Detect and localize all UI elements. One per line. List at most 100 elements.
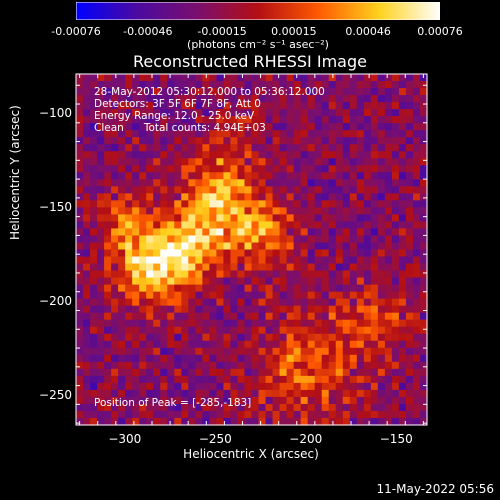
- heatmap-cell: [104, 270, 112, 279]
- heatmap-cell: [132, 123, 140, 131]
- heatmap-cell: [300, 102, 309, 110]
- heatmap-cell: [412, 298, 421, 307]
- heatmap-cell: [90, 214, 98, 223]
- heatmap-cell: [111, 165, 119, 173]
- heatmap-cell: [370, 165, 379, 173]
- heatmap-cell: [195, 186, 203, 194]
- heatmap-cell: [181, 361, 189, 370]
- heatmap-cell: [146, 172, 154, 180]
- heatmap-cell: [90, 284, 98, 293]
- heatmap-cell: [167, 347, 175, 356]
- heatmap-cell: [146, 144, 154, 152]
- heatmap-cell: [419, 403, 428, 412]
- heatmap-cell: [174, 249, 182, 258]
- heatmap-cell: [342, 305, 351, 314]
- heatmap-cell: [258, 109, 267, 117]
- heatmap-cell: [167, 193, 175, 201]
- heatmap-cell: [167, 389, 175, 398]
- heatmap-cell: [230, 144, 239, 152]
- heatmap-cell: [125, 74, 133, 82]
- heatmap-cell: [272, 151, 281, 159]
- heatmap-cell: [286, 403, 295, 412]
- heatmap-cell: [272, 200, 281, 208]
- heatmap-cell: [132, 326, 140, 335]
- heatmap-cell: [97, 375, 105, 384]
- heatmap-cell: [146, 186, 154, 194]
- peak-position-label: Position of Peak = [-285,-183]: [94, 397, 252, 409]
- heatmap-cell: [104, 263, 112, 272]
- heatmap-cell: [363, 165, 372, 173]
- heatmap-cell: [342, 221, 351, 230]
- heatmap-cell: [328, 263, 337, 272]
- heatmap-cell: [342, 214, 351, 223]
- heatmap-cell: [251, 116, 260, 124]
- heatmap-cell: [377, 298, 386, 307]
- heatmap-cell: [279, 144, 288, 152]
- heatmap-cell: [188, 228, 196, 237]
- heatmap-cell: [90, 256, 98, 265]
- heatmap-cell: [118, 326, 126, 335]
- heatmap-cell: [328, 123, 337, 131]
- heatmap-cell: [83, 298, 91, 307]
- heatmap-cell: [188, 263, 196, 272]
- heatmap-cell: [223, 256, 232, 265]
- heatmap-cell: [272, 165, 281, 173]
- heatmap-cell: [363, 270, 372, 279]
- heatmap-cell: [97, 144, 105, 152]
- heatmap-cell: [97, 263, 105, 272]
- heatmap-cell: [356, 81, 365, 89]
- heatmap-cell: [307, 109, 316, 117]
- heatmap-cell: [139, 312, 147, 321]
- heatmap-cell: [307, 81, 316, 89]
- heatmap-cell: [398, 375, 407, 384]
- heatmap-cell: [314, 375, 323, 384]
- heatmap-cell: [111, 221, 119, 230]
- heatmap-cell: [160, 137, 168, 145]
- heatmap-cell: [146, 333, 154, 342]
- heatmap-cell: [223, 417, 232, 426]
- heatmap-cell: [377, 193, 386, 201]
- heatmap-cell: [405, 123, 414, 131]
- heatmap-cell: [405, 354, 414, 363]
- heatmap-cell: [209, 326, 217, 335]
- heatmap-cell: [377, 417, 386, 426]
- heatmap-cell: [356, 396, 365, 405]
- heatmap-cell: [384, 214, 393, 223]
- heatmap-cell: [125, 137, 133, 145]
- heatmap-cell: [307, 165, 316, 173]
- heatmap-cell: [160, 375, 168, 384]
- heatmap-cell: [118, 88, 126, 96]
- heatmap-cell: [342, 347, 351, 356]
- heatmap-cell: [174, 382, 182, 391]
- heatmap-cell: [335, 333, 344, 342]
- heatmap-cell: [314, 249, 323, 258]
- heatmap-cell: [90, 235, 98, 244]
- heatmap-cell: [104, 228, 112, 237]
- heatmap-cell: [265, 375, 274, 384]
- heatmap-cell: [188, 319, 196, 328]
- heatmap-cell: [237, 207, 246, 215]
- heatmap-cell: [293, 305, 302, 314]
- heatmap-cell: [398, 74, 407, 82]
- heatmap-cell: [209, 403, 217, 412]
- heatmap-cell: [76, 235, 84, 244]
- heatmap-cell: [321, 277, 330, 286]
- heatmap-cell: [377, 200, 386, 208]
- heatmap-cell: [300, 347, 309, 356]
- heatmap-cell: [272, 249, 281, 258]
- heatmap-cell: [419, 242, 428, 251]
- heatmap-cell: [272, 256, 281, 265]
- heatmap-cell: [272, 291, 281, 300]
- heatmap-cell: [118, 340, 126, 349]
- heatmap-cell: [76, 193, 84, 201]
- heatmap-cell: [237, 382, 246, 391]
- heatmap-cell: [391, 347, 400, 356]
- heatmap-cell: [230, 417, 239, 426]
- heatmap-cell: [342, 165, 351, 173]
- heatmap-cell: [342, 123, 351, 131]
- heatmap-cell: [279, 263, 288, 272]
- heatmap-cell: [83, 361, 91, 370]
- heatmap-cell: [118, 368, 126, 377]
- heatmap-cell: [314, 109, 323, 117]
- heatmap-cell: [188, 354, 196, 363]
